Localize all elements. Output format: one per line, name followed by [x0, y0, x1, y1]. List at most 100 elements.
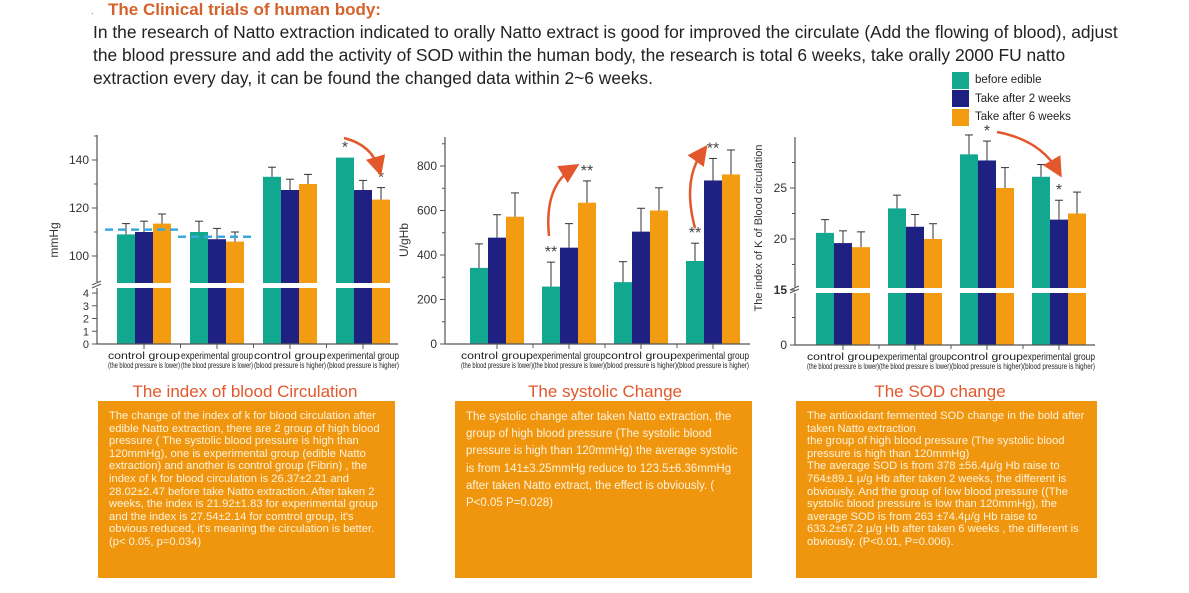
y-tick-label: 25	[774, 181, 788, 195]
axis-break-mark	[91, 280, 102, 286]
y-tick-label: 100	[69, 249, 89, 263]
description-text: The systolic change after taken Natto ex…	[466, 411, 738, 510]
x-category-label: experimental group	[533, 350, 605, 362]
legend-swatch-week6	[952, 108, 969, 126]
description-box-1: The change of the index of k for blood c…	[98, 401, 395, 578]
y-tick-label: 4	[83, 288, 89, 300]
bar	[722, 174, 740, 344]
bar	[650, 210, 668, 344]
axis-break-gap	[94, 282, 101, 288]
y-tick-label: 400	[417, 248, 437, 262]
y-tick-label: 120	[69, 201, 89, 215]
x-category-label: control group	[807, 351, 879, 363]
significance-marker: *	[342, 140, 348, 157]
chart-title-1: The index of blood Circulation	[132, 382, 358, 401]
x-category-label: control group	[605, 350, 677, 362]
bar	[960, 154, 978, 345]
x-category-sublabel: (blood pressure is higher)	[605, 361, 677, 370]
bar	[372, 199, 390, 344]
significance-marker: *	[378, 170, 384, 187]
description-box-3: The antioxidant fermented SOD change in …	[796, 401, 1097, 578]
y-tick-label: 800	[417, 159, 437, 173]
axis-break-mark	[91, 283, 102, 289]
significance-marker: **	[689, 225, 701, 242]
trend-arrow	[547, 164, 580, 237]
bar	[281, 190, 299, 344]
significance-marker: **	[581, 163, 593, 180]
description-box-2: The systolic change after taken Natto ex…	[455, 401, 752, 578]
bar	[632, 231, 650, 344]
x-category-sublabel: (blood pressure is higher)	[1023, 362, 1095, 371]
y-tick-label: 2	[83, 314, 89, 326]
legend-item-week6: Take after 6 weeks	[952, 108, 1071, 127]
y-tick-label: 0	[780, 338, 787, 352]
legend-label: Take after 6 weeks	[975, 111, 1071, 124]
x-category-label: control group	[951, 351, 1023, 363]
y-tick-label: 15	[774, 283, 788, 297]
bar	[1032, 176, 1050, 345]
x-category-sublabel: (the blood pressure is lower)	[108, 361, 180, 370]
axis-break-mark	[789, 288, 800, 294]
axis-break-band	[796, 288, 1096, 293]
significance-marker: *	[1056, 182, 1062, 199]
bar	[704, 180, 722, 344]
x-category-sublabel: (the blood pressure is lower)	[879, 362, 951, 371]
y-tick-label: 0	[430, 337, 437, 351]
x-category-sublabel: (blood pressure is higher)	[677, 361, 749, 370]
x-category-label: control group	[461, 350, 533, 362]
bar	[614, 282, 632, 344]
x-category-label: experimental group	[677, 350, 749, 362]
bar	[834, 243, 852, 345]
bar	[226, 241, 244, 344]
bar	[906, 226, 924, 345]
y-axis-label: mmHg	[47, 222, 61, 257]
bar	[560, 247, 578, 344]
trend-arrow	[687, 144, 708, 229]
bar	[888, 208, 906, 345]
page-title: The Clinical trials of human body:	[108, 0, 381, 19]
x-category-sublabel: (blood pressure is higher)	[327, 361, 399, 370]
x-category-label: experimental group	[327, 350, 399, 362]
axis-break-band	[98, 283, 399, 288]
y-tick-label: 20	[774, 232, 788, 246]
legend-item-before: before edible	[952, 71, 1071, 90]
axis-break-mark	[789, 285, 800, 291]
bar	[263, 176, 281, 344]
x-category-sublabel: (blood pressure is higher)	[254, 361, 326, 370]
x-category-sublabel: (the blood pressure is lower)	[807, 362, 879, 371]
bar	[117, 234, 135, 344]
bullet-mark: .	[91, 6, 94, 17]
y-tick-label: 140	[69, 153, 89, 167]
axis-break-gap	[792, 287, 799, 293]
y-axis-label: The index of K of Blood circulation	[753, 145, 765, 312]
bar	[470, 267, 488, 344]
legend-swatch-week2	[952, 90, 969, 108]
chart-title-3: The SOD change	[874, 382, 1006, 401]
bar	[208, 239, 226, 344]
bar	[542, 286, 560, 344]
y-axis-label: U/gHb	[397, 223, 411, 257]
bar	[488, 237, 506, 344]
x-category-label: experimental group	[181, 350, 253, 362]
significance-marker: **	[545, 244, 557, 261]
bar	[1050, 219, 1068, 345]
bar	[996, 188, 1014, 345]
chart-sod: 0 15 20 25 The index of K of Blood circulati…	[753, 123, 1096, 371]
y-tick-label: 600	[417, 204, 437, 218]
trend-arrow	[996, 130, 1062, 178]
bar	[978, 160, 996, 345]
significance-marker: *	[984, 123, 990, 140]
bar	[578, 202, 596, 344]
intro-paragraph: In the research of Natto extraction indi…	[93, 22, 1118, 88]
bar	[336, 157, 354, 344]
trend-arrow	[343, 136, 386, 177]
bar	[1068, 213, 1086, 345]
x-category-sublabel: (blood pressure is higher)	[951, 362, 1023, 371]
legend-item-week2: Take after 2 weeks	[952, 90, 1071, 109]
x-category-label: control group	[108, 350, 180, 362]
bar	[852, 247, 870, 345]
x-category-label: experimental group	[879, 351, 951, 363]
